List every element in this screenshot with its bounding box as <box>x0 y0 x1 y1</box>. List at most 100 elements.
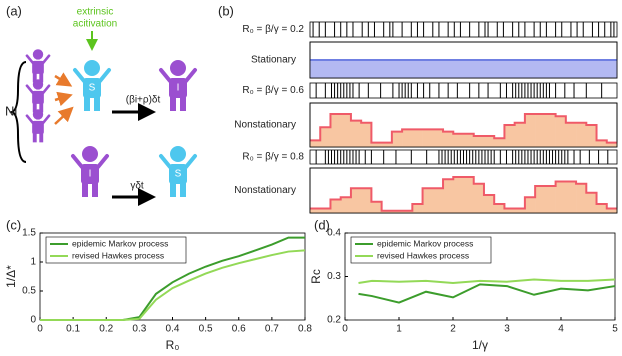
intensity-bin <box>422 188 434 213</box>
series-line <box>358 283 616 304</box>
intensity-outline <box>310 176 617 212</box>
intensity-bin <box>422 129 434 147</box>
intensity-bin <box>586 125 597 147</box>
head <box>32 49 44 60</box>
body <box>81 164 99 184</box>
intensity-bin <box>514 122 526 147</box>
person: S <box>73 60 111 111</box>
arm <box>25 114 35 125</box>
recovery-rate: γδt <box>130 181 144 192</box>
intensity-bin <box>535 186 546 213</box>
intensity-label: Nonstationary <box>234 185 296 196</box>
legend-label: revised Hawkes process <box>72 250 164 260</box>
intensity-bin <box>576 122 587 147</box>
leg <box>180 183 186 197</box>
x-tick-label: 0.7 <box>265 324 279 335</box>
head <box>170 60 186 76</box>
leg <box>39 73 44 83</box>
legend-label: epidemic Markov process <box>377 238 473 248</box>
series-line <box>40 249 306 321</box>
x-tick-label: 0.3 <box>132 324 146 335</box>
person <box>25 49 51 83</box>
body <box>169 78 187 98</box>
arrow <box>54 106 74 125</box>
intensity-label: Nonstationary <box>234 120 296 131</box>
legend-box <box>45 236 187 264</box>
intensity-bin <box>412 204 423 213</box>
activation-text: acitivation <box>73 19 117 30</box>
intensity-bin <box>555 181 567 213</box>
group-label: Ni <box>5 103 17 118</box>
intensity-bin <box>524 197 536 213</box>
x-tick-label: 0.4 <box>166 324 180 335</box>
head <box>32 109 44 120</box>
state-letter: S <box>89 83 96 94</box>
leg <box>82 183 88 197</box>
panel-label: (b) <box>218 3 234 18</box>
y-tick-label: 1 <box>30 257 36 268</box>
leg <box>180 97 186 111</box>
arm <box>98 68 111 83</box>
leg <box>84 97 90 111</box>
intensity-bin <box>330 114 341 147</box>
intensity-bin <box>453 177 464 213</box>
intensity-bin <box>473 183 485 213</box>
intensity-bin <box>350 188 362 213</box>
x-tick-label: 2 <box>450 324 456 335</box>
arm <box>96 154 109 169</box>
intensity-bin <box>586 192 597 213</box>
intensity-bin <box>483 136 495 147</box>
panel-label: (a) <box>6 3 22 18</box>
intensity-bin <box>320 208 331 213</box>
intensity-bin <box>504 125 515 147</box>
intensity-bin <box>555 116 567 147</box>
intensity-bin <box>565 181 577 213</box>
intensity-bin <box>606 208 618 213</box>
people: S I I S <box>25 49 197 197</box>
arm <box>73 68 86 83</box>
intensity-bin <box>361 188 372 213</box>
intensity-frame <box>309 167 618 214</box>
intensity-bin <box>596 140 608 147</box>
intensity-bin <box>371 142 382 147</box>
x-tick-label: 3 <box>504 324 510 335</box>
intensity-bin <box>565 122 577 147</box>
x-axis-label: 1/γ <box>472 338 488 352</box>
arm <box>184 154 197 169</box>
leg <box>94 97 100 111</box>
leg <box>32 73 37 83</box>
arm <box>25 54 35 65</box>
intensity-label: Stationary <box>251 55 296 66</box>
state-letter: I <box>89 169 92 180</box>
head <box>32 79 44 90</box>
arrow <box>54 72 73 87</box>
intensity-bin <box>340 197 352 213</box>
intensity-bin <box>443 179 454 213</box>
intensity-bin <box>340 114 352 147</box>
arrow <box>54 91 73 107</box>
leg <box>32 133 37 143</box>
intensity-frame <box>309 102 618 148</box>
leg <box>92 183 98 197</box>
intensity-bin <box>350 120 362 147</box>
brace <box>8 61 27 163</box>
y-axis-label: Rc <box>309 269 323 284</box>
x-axis-label: R₀ <box>166 338 180 352</box>
intensity-bin <box>391 210 403 213</box>
panel-label: (c) <box>6 217 21 232</box>
arm <box>184 68 197 83</box>
intensity-bin <box>473 136 485 147</box>
person: I <box>159 60 197 111</box>
intensity-bin <box>535 114 546 147</box>
intensity-bin <box>310 208 321 213</box>
panel-label: (d) <box>314 217 330 232</box>
leg <box>32 103 37 113</box>
state-letter: I <box>177 83 180 94</box>
infection-rate: (βi+ρ)δt <box>126 95 161 106</box>
person: I <box>71 146 109 197</box>
intensity-frame <box>309 41 618 79</box>
leg <box>170 97 176 111</box>
arm <box>25 84 35 95</box>
intensity-bin <box>381 142 393 147</box>
